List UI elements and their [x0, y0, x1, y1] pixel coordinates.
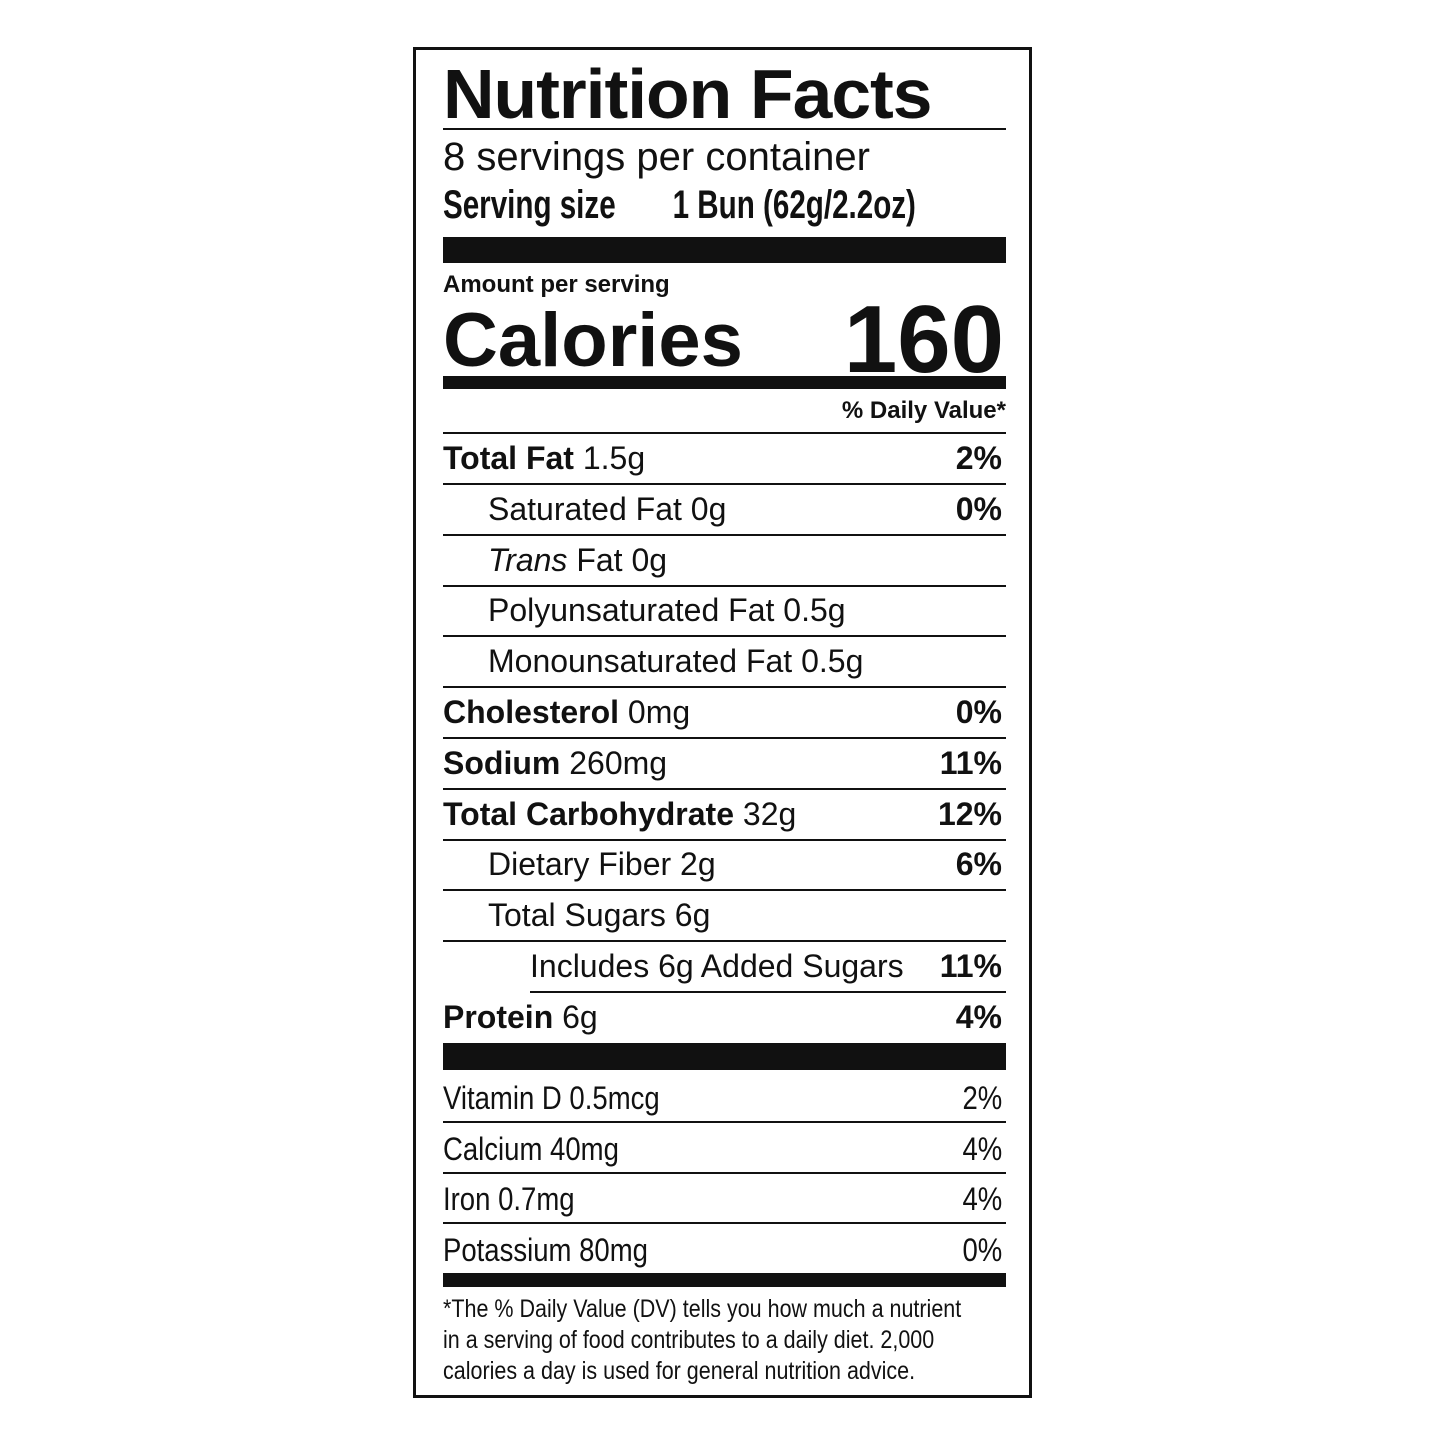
title: Nutrition Facts — [443, 55, 933, 133]
divider — [443, 432, 1006, 434]
vitamin-daily-value: 0% — [962, 1231, 1002, 1268]
daily-value-header: % Daily Value* — [841, 397, 1006, 424]
vitamin-name: Calcium 40mg — [443, 1130, 619, 1167]
calories-row: Calories 160 — [443, 286, 1006, 393]
nutrient-name: Total Carbohydrate — [443, 795, 734, 832]
nutrient-daily-value: 11% — [939, 744, 1002, 781]
nutrient-row: Total Sugars 6g — [443, 891, 1006, 943]
nutrient-amount: 0g — [631, 541, 668, 578]
footnote: *The % Daily Value (DV) tells you how mu… — [443, 1294, 1006, 1387]
footnote-line: *The % Daily Value (DV) tells you how mu… — [443, 1295, 962, 1323]
calories-label: Calories — [443, 298, 743, 383]
nutrient-daily-value: 11% — [939, 948, 1002, 984]
nutrient-name: Fat — [576, 541, 623, 578]
nutrient-name: Monounsaturated Fat — [488, 643, 793, 680]
nutrient-daily-value: 6% — [955, 846, 1002, 883]
nutrient-daily-value: 0% — [955, 694, 1002, 730]
nutrient-daily-value: 4% — [955, 998, 1002, 1035]
medium-divider — [443, 1273, 1006, 1287]
nutrient-row: Polyunsaturated Fat 0.5g — [443, 586, 1006, 638]
nutrient-name: Total Fat — [443, 440, 574, 476]
vitamin-name: Iron 0.7mg — [443, 1181, 575, 1217]
servings-per-container: 8 servings per container — [443, 135, 870, 179]
serving-size-value: 1 Bun (62g/2.2oz) — [672, 183, 916, 227]
nutrient-name: Total Sugars — [488, 897, 666, 934]
nutrient-name: Includes 6g Added Sugars — [530, 948, 904, 984]
nutrient-amount: 6g — [674, 897, 711, 934]
vitamin-name: Potassium 80mg — [443, 1231, 648, 1268]
nutrition-facts-label: Nutrition Facts 8 servings per container… — [413, 47, 1032, 1398]
vitamin-daily-value: 4% — [962, 1130, 1002, 1167]
nutrient-amount: 0mg — [627, 694, 691, 730]
nutrient-row: Total Fat 1.5g 2% — [443, 434, 1006, 485]
nutrient-amount: 0.5g — [801, 643, 864, 680]
nutrient-row: Total Carbohydrate 32g 12% — [443, 790, 1006, 841]
nutrient-row: Sodium 260mg 11% — [443, 739, 1006, 790]
vitamin-name: Vitamin D 0.5mcg — [443, 1080, 660, 1116]
vitamin-daily-value: 2% — [962, 1080, 1002, 1116]
amount-per-serving: Amount per serving — [443, 271, 670, 298]
vitamin-row: Iron 0.7mg 4% — [443, 1174, 1006, 1224]
nutrient-name: Dietary Fiber — [488, 846, 672, 883]
nutrient-amount: 0g — [690, 490, 727, 527]
vitamin-row: Vitamin D 0.5mcg 2% — [443, 1073, 1006, 1123]
vitamin-row: Calcium 40mg 4% — [443, 1124, 1006, 1174]
nutrient-amount: 260mg — [569, 744, 668, 781]
vitamin-daily-value: 4% — [962, 1181, 1002, 1217]
serving-size-label: Serving size — [443, 183, 616, 227]
nutrient-daily-value: 0% — [955, 490, 1002, 527]
nutrient-name: Polyunsaturated Fat — [488, 592, 775, 629]
thick-divider — [443, 237, 1006, 263]
nutrient-daily-value: 2% — [955, 440, 1002, 476]
calories-value: 160 — [843, 286, 1004, 393]
footnote-line: calories a day is used for general nutri… — [443, 1357, 916, 1385]
nutrient-amount: 6g — [562, 998, 598, 1035]
nutrient-row: Includes 6g Added Sugars 11% — [530, 942, 1006, 993]
nutrient-row: Cholesterol 0mg 0% — [443, 688, 1006, 739]
nutrient-name: Protein — [443, 998, 554, 1035]
nutrient-row: Trans Fat 0g — [443, 536, 1006, 587]
vitamin-row: Potassium 80mg 0% — [443, 1225, 1006, 1273]
nutrient-amount: 32g — [742, 795, 797, 832]
nutrient-name: Sodium — [443, 744, 561, 781]
medium-divider — [443, 376, 1006, 389]
nutrient-name-italic: Trans — [488, 541, 568, 578]
nutrient-amount: 0.5g — [783, 592, 846, 629]
nutrient-amount: 2g — [680, 846, 716, 883]
footnote-line: in a serving of food contributes to a da… — [443, 1326, 935, 1354]
nutrient-row: Protein 6g 4% — [443, 993, 1006, 1042]
serving-size: Serving size 1 Bun (62g/2.2oz) — [443, 182, 1006, 228]
nutrient-row: Saturated Fat 0g 0% — [443, 485, 1006, 536]
thick-divider — [443, 1043, 1006, 1070]
nutrient-daily-value: 12% — [937, 795, 1002, 832]
nutrient-amount: 1.5g — [582, 440, 646, 476]
nutrient-name: Saturated Fat — [488, 490, 682, 527]
nutrient-row: Monounsaturated Fat 0.5g — [443, 637, 1006, 689]
nutrient-name: Cholesterol — [443, 694, 620, 730]
divider — [443, 128, 1006, 130]
nutrient-row: Dietary Fiber 2g 6% — [443, 840, 1006, 892]
